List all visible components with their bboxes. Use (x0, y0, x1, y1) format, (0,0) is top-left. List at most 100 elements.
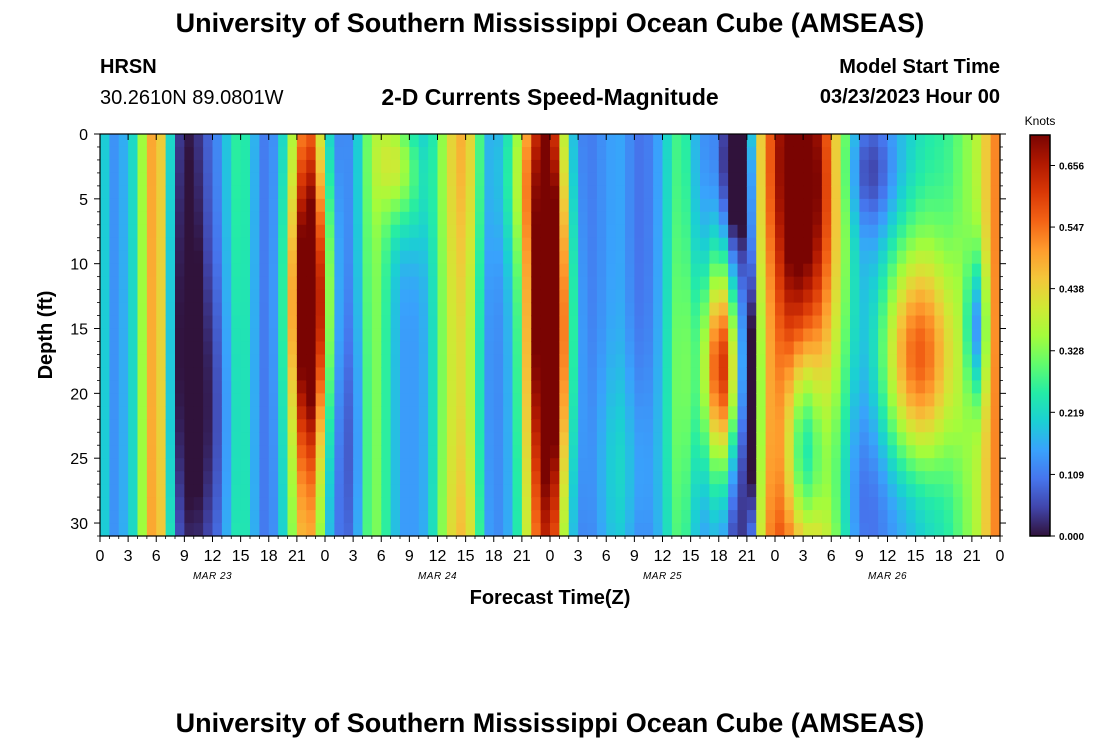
heatmap-cell (953, 458, 964, 472)
heatmap-cell (868, 211, 879, 226)
heatmap-cell (100, 458, 110, 472)
heatmap-cell (878, 211, 889, 226)
heatmap-cell (559, 328, 570, 343)
heatmap-cell (793, 328, 804, 343)
heatmap-cell (559, 263, 570, 278)
heatmap-cell (165, 302, 176, 317)
heatmap-cell (671, 134, 682, 148)
heatmap-cell (437, 510, 448, 524)
heatmap-cell (109, 445, 120, 459)
heatmap-cell (418, 406, 429, 420)
heatmap-cell (653, 134, 664, 148)
heatmap-cell (587, 497, 598, 511)
heatmap-cell (278, 367, 289, 381)
heatmap-cell (325, 276, 335, 291)
heatmap-cell (962, 458, 973, 472)
heatmap-cell (943, 211, 954, 226)
heatmap-cell (203, 263, 214, 278)
heatmap-cell (775, 211, 785, 226)
heatmap-cell (531, 341, 542, 356)
heatmap-cell (296, 471, 307, 485)
heatmap-cell (896, 250, 907, 265)
heatmap-cell (118, 445, 129, 459)
heatmap-cell (803, 198, 814, 213)
heatmap-cell (456, 484, 467, 498)
heatmap-cell (353, 471, 364, 485)
heatmap-cell (475, 250, 485, 265)
heatmap-cell (231, 185, 242, 200)
heatmap-cell (362, 263, 373, 278)
heatmap-cell (306, 367, 317, 381)
x-tick-label: 6 (602, 548, 611, 565)
heatmap-cell (325, 367, 335, 381)
heatmap-cell (943, 354, 954, 369)
heatmap-cell (962, 289, 973, 304)
heatmap-cell (268, 276, 279, 291)
heatmap-cell (784, 276, 795, 291)
heatmap-cell (943, 146, 954, 161)
heatmap-cell (250, 172, 260, 187)
heatmap-cell (737, 380, 748, 394)
heatmap-cell (212, 134, 223, 148)
heatmap-cell (400, 354, 410, 369)
heatmap-cell (212, 159, 223, 174)
heatmap-cell (371, 458, 382, 472)
heatmap-cell (728, 250, 739, 265)
heatmap-cell (343, 393, 354, 407)
heatmap-cell (334, 458, 345, 472)
heatmap-cell (428, 341, 439, 356)
x-tick-label: 12 (879, 548, 897, 565)
heatmap-cell (812, 172, 823, 187)
heatmap-cell (606, 198, 617, 213)
heatmap-cell (615, 471, 626, 485)
heatmap-cell (334, 224, 345, 239)
heatmap-cell (381, 341, 392, 356)
heatmap-cell (568, 380, 579, 394)
heatmap-cell (278, 263, 289, 278)
heatmap-cell (446, 406, 457, 420)
heatmap-cell (690, 263, 701, 278)
heatmap-cell (803, 432, 814, 446)
heatmap-cell (990, 211, 1001, 226)
heatmap-cell (878, 497, 889, 511)
heatmap-cell (175, 302, 185, 317)
heatmap-cell (231, 250, 242, 265)
heatmap-cell (325, 185, 335, 200)
heatmap-cell (568, 445, 579, 459)
heatmap-cell (118, 237, 129, 252)
heatmap-cell (465, 211, 476, 226)
heatmap-cell (718, 263, 729, 278)
heatmap-cell (765, 380, 776, 394)
heatmap-cell (981, 523, 992, 537)
heatmap-cell (146, 237, 157, 252)
heatmap-cell (268, 380, 279, 394)
heatmap-cell (259, 419, 270, 433)
heatmap-cell (128, 185, 139, 200)
heatmap-cell (306, 510, 317, 524)
heatmap-cell (906, 341, 917, 356)
heatmap-cell (634, 406, 645, 420)
heatmap-cell (240, 198, 251, 213)
heatmap-cell (746, 510, 757, 524)
heatmap-cell (878, 458, 889, 472)
heatmap-cell (821, 250, 832, 265)
heatmap-cell (315, 523, 326, 537)
heatmap-cell (465, 445, 476, 459)
heatmap-cell (128, 289, 139, 304)
heatmap-cell (315, 172, 326, 187)
heatmap-cell (887, 432, 898, 446)
heatmap-cell (793, 458, 804, 472)
heatmap-cell (409, 458, 420, 472)
heatmap-cell (118, 523, 129, 537)
x-tick-label: 0 (996, 548, 1005, 565)
heatmap-cell (493, 471, 504, 485)
heatmap-cell (156, 341, 167, 356)
heatmap-cell (493, 393, 504, 407)
heatmap-cell (362, 497, 373, 511)
heatmap-cell (990, 523, 1001, 537)
heatmap-cell (418, 185, 429, 200)
heatmap-cell (803, 276, 814, 291)
heatmap-cell (653, 497, 664, 511)
heatmap-cell (700, 393, 710, 407)
heatmap-cell (971, 185, 982, 200)
